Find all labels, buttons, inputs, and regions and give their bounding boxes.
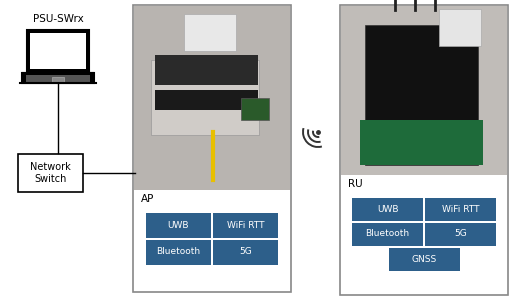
FancyBboxPatch shape	[151, 60, 259, 135]
FancyBboxPatch shape	[30, 33, 86, 69]
FancyBboxPatch shape	[52, 77, 64, 82]
FancyBboxPatch shape	[26, 75, 90, 82]
FancyBboxPatch shape	[241, 98, 269, 120]
FancyBboxPatch shape	[352, 197, 423, 220]
Text: WiFi RTT: WiFi RTT	[227, 220, 264, 230]
FancyBboxPatch shape	[133, 5, 291, 292]
FancyBboxPatch shape	[155, 90, 258, 110]
FancyBboxPatch shape	[360, 120, 483, 165]
Text: UWB: UWB	[168, 220, 189, 230]
Text: 5G: 5G	[239, 248, 252, 256]
FancyBboxPatch shape	[341, 6, 507, 175]
Text: WiFi RTT: WiFi RTT	[442, 205, 479, 214]
FancyBboxPatch shape	[213, 212, 278, 238]
FancyBboxPatch shape	[389, 248, 460, 271]
Text: UWB: UWB	[377, 205, 398, 214]
FancyBboxPatch shape	[365, 25, 478, 165]
FancyBboxPatch shape	[340, 5, 508, 295]
FancyBboxPatch shape	[22, 73, 94, 83]
Text: GNSS: GNSS	[411, 254, 436, 263]
Text: PSU-SWrx: PSU-SWrx	[32, 14, 83, 24]
FancyBboxPatch shape	[352, 223, 423, 245]
FancyBboxPatch shape	[213, 239, 278, 265]
FancyBboxPatch shape	[425, 223, 496, 245]
Text: Bluetooth: Bluetooth	[156, 248, 200, 256]
FancyBboxPatch shape	[18, 154, 83, 192]
Text: 5G: 5G	[454, 230, 467, 238]
FancyBboxPatch shape	[184, 14, 236, 51]
FancyBboxPatch shape	[134, 6, 290, 190]
FancyBboxPatch shape	[146, 212, 211, 238]
Text: RU: RU	[348, 179, 362, 189]
FancyBboxPatch shape	[425, 197, 496, 220]
FancyBboxPatch shape	[146, 239, 211, 265]
Text: AP: AP	[141, 194, 154, 204]
FancyBboxPatch shape	[155, 55, 258, 85]
Text: Bluetooth: Bluetooth	[365, 230, 410, 238]
FancyBboxPatch shape	[439, 9, 481, 46]
Text: Network
Switch: Network Switch	[30, 162, 71, 184]
FancyBboxPatch shape	[27, 30, 89, 72]
